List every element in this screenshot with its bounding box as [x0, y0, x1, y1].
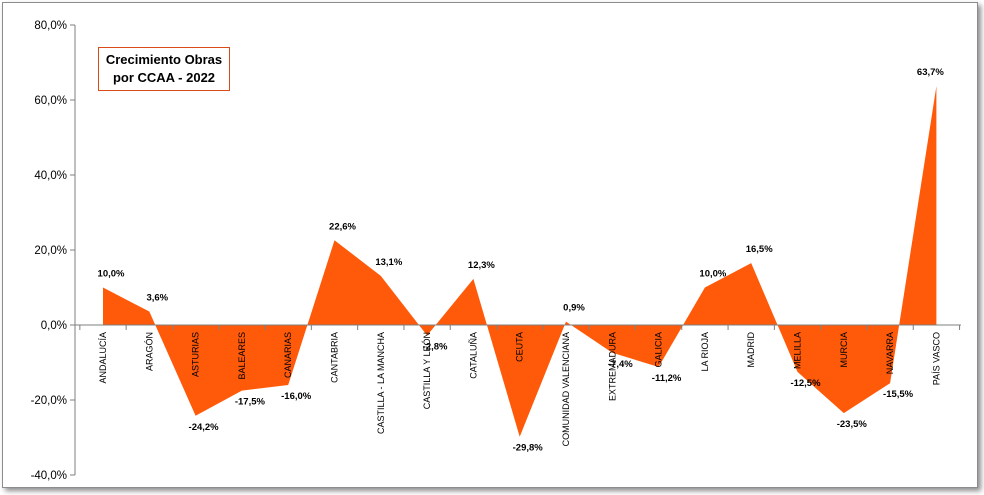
y-tick-label: -40,0%	[31, 470, 67, 482]
chart-title-line-2: por CCAA - 2022	[112, 70, 216, 85]
category-label: CASTILLA - LA MANCHA	[376, 332, 386, 434]
data-label: -17,5%	[235, 397, 266, 408]
data-label: 10,0%	[98, 269, 125, 280]
category-label: MADRID	[746, 332, 756, 368]
category-label: BALEARES	[237, 332, 247, 380]
category-label: MELILLA	[793, 332, 803, 369]
data-label: -7,4%	[608, 359, 633, 370]
y-tick-label: 0,0%	[41, 320, 67, 332]
data-label: 0,9%	[563, 303, 585, 314]
data-label: 12,3%	[468, 260, 495, 271]
data-label: -2,8%	[423, 342, 448, 353]
category-label: CATALUÑA	[468, 332, 478, 379]
data-label: 22,6%	[329, 221, 356, 232]
category-label: EXTREMADURA	[607, 332, 617, 401]
category-label: NAVARRA	[885, 332, 895, 374]
chart-frame: 80,0% 60,0% 40,0% 20,0% 0,0% -20,0% -40,0% ANDA…	[2, 2, 978, 488]
data-label: 63,7%	[917, 67, 944, 78]
data-label: -23,5%	[837, 419, 868, 430]
data-label: 10,0%	[699, 269, 726, 280]
chart-title-line-1: Crecimiento Obras	[105, 52, 223, 67]
category-label: COMUNIDAD VALENCIANA	[561, 332, 571, 446]
data-label: -15,5%	[883, 389, 914, 400]
category-label: LA RIOJA	[700, 332, 710, 372]
data-label: -12,5%	[790, 378, 821, 389]
category-label: MURCIA	[839, 332, 849, 368]
category-label: CANARIAS	[283, 332, 293, 378]
category-label: CASTILLA Y LEÓN	[422, 332, 432, 409]
area-chart: 80,0% 60,0% 40,0% 20,0% 0,0% -20,0% -40,0% ANDA…	[31, 20, 961, 482]
data-label: -16,0%	[281, 391, 312, 402]
data-label: -24,2%	[189, 422, 220, 433]
data-label: -29,8%	[513, 443, 544, 454]
data-label: 13,1%	[375, 257, 402, 268]
y-tick-label: 20,0%	[34, 245, 67, 257]
chart-title-box: Crecimiento Obras por CCAA - 2022	[98, 47, 230, 91]
y-tick-label: -20,0%	[31, 395, 67, 407]
category-label: PAÍS VASCO	[931, 332, 941, 385]
category-label: CANTABRIA	[330, 332, 340, 383]
y-tick-label: 60,0%	[34, 95, 67, 107]
data-label: 3,6%	[146, 293, 168, 304]
category-label: GALICIA	[654, 332, 664, 368]
data-label: -11,2%	[652, 373, 682, 384]
y-tick-label: 80,0%	[34, 20, 67, 32]
category-label: ARAGÓN	[144, 332, 154, 371]
y-tick-label: 40,0%	[34, 170, 67, 182]
area-series	[103, 86, 937, 437]
category-label: ASTURIAS	[191, 332, 201, 377]
data-label: 16,5%	[746, 244, 773, 255]
category-label: ANDALUCÍA	[98, 332, 108, 384]
category-label: CEUTA	[515, 332, 525, 362]
